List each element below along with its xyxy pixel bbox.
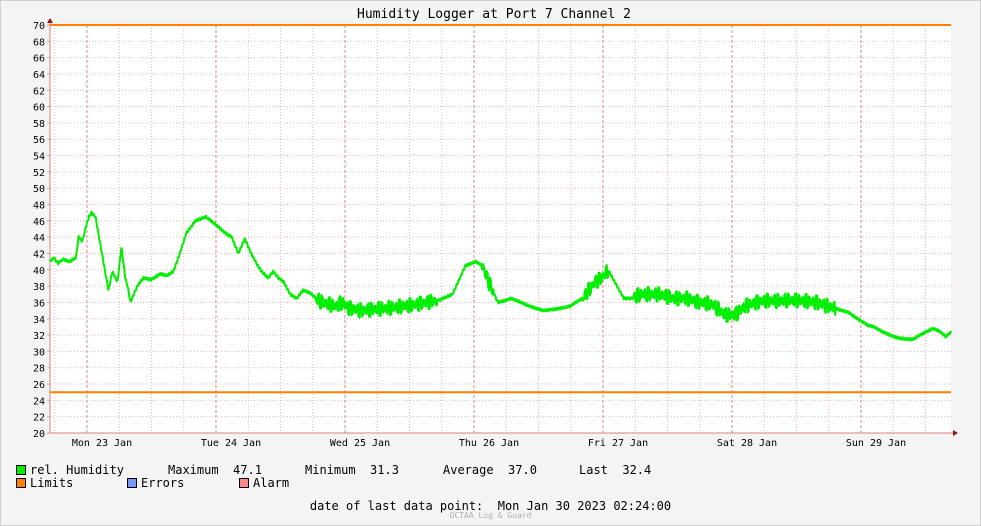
x-tick-label: Sat 28 Jan — [717, 438, 777, 449]
plot-area — [50, 25, 951, 433]
stat-maximum: Maximum 47.1 — [168, 463, 262, 477]
credit-text: OCTAA Log & Guard — [449, 511, 532, 520]
y-tick-label: 44 — [33, 233, 45, 244]
minimum-label: Minimum — [305, 463, 356, 477]
x-axis-arrow — [953, 430, 958, 436]
y-tick-label: 58 — [33, 119, 45, 130]
x-tick-label: Mon 23 Jan — [72, 438, 132, 449]
minimum-value: 31.3 — [370, 463, 399, 477]
y-tick-label: 64 — [33, 70, 45, 81]
chart-title: Humidity Logger at Port 7 Channel 2 — [357, 7, 631, 22]
y-tick-label: 54 — [33, 152, 45, 163]
y-tick-label: 28 — [33, 364, 45, 375]
maximum-label: Maximum — [168, 463, 219, 477]
y-tick-label: 52 — [33, 168, 45, 179]
last-data-point-label: date of last data point: — [309, 499, 484, 513]
x-tick-label: Tue 24 Jan — [201, 438, 261, 449]
legend-errors: Errors — [127, 476, 184, 490]
last-data-point-value: Mon Jan 30 2023 02:24:00 — [497, 499, 672, 513]
y-tick-label: 22 — [33, 413, 45, 424]
y-tick-label: 20 — [33, 429, 45, 440]
y-tick-label: 62 — [33, 86, 45, 97]
last-data-point: date of last data point: Mon Jan 30 2023… — [0, 499, 981, 513]
x-tick-label: Wed 25 Jan — [330, 438, 390, 449]
humidity-swatch — [16, 465, 26, 475]
x-tick-label: Sun 29 Jan — [846, 438, 906, 449]
y-tick-label: 32 — [33, 331, 45, 342]
y-tick-label: 40 — [33, 266, 45, 277]
y-tick-label: 56 — [33, 135, 45, 146]
y-axis-arrow — [47, 18, 53, 23]
last-label: Last — [579, 463, 608, 477]
y-tick-label: 50 — [33, 184, 45, 195]
average-value: 37.0 — [508, 463, 537, 477]
legend-limits: Limits — [16, 476, 73, 490]
y-tick-label: 34 — [33, 315, 45, 326]
y-tick-label: 36 — [33, 298, 45, 309]
y-tick-label: 70 — [33, 21, 45, 32]
y-tick-label: 66 — [33, 54, 45, 65]
y-tick-label: 30 — [33, 347, 45, 358]
x-tick-label: Thu 26 Jan — [459, 438, 519, 449]
y-tick-label: 26 — [33, 380, 45, 391]
average-label: Average — [443, 463, 494, 477]
stat-average: Average 37.0 — [443, 463, 537, 477]
legend-humidity: rel. Humidity — [16, 463, 124, 477]
errors-swatch — [127, 478, 137, 488]
maximum-value: 47.1 — [233, 463, 262, 477]
limits-swatch — [16, 478, 26, 488]
y-tick-label: 68 — [33, 37, 45, 48]
y-tick-label: 24 — [33, 396, 45, 407]
y-tick-label: 48 — [33, 201, 45, 212]
y-tick-label: 60 — [33, 103, 45, 114]
last-value: 32.4 — [622, 463, 652, 477]
legend-errors-label: Errors — [141, 476, 185, 490]
y-tick-label: 46 — [33, 217, 45, 228]
x-tick-label: Fri 27 Jan — [588, 438, 648, 449]
stat-minimum: Minimum 31.3 — [305, 463, 399, 477]
legend-humidity-label: rel. Humidity — [30, 463, 124, 477]
series-line-humidity — [49, 210, 952, 342]
y-tick-label: 38 — [33, 282, 45, 293]
y-tick-label: 42 — [33, 249, 45, 260]
legend-limits-label: Limits — [30, 476, 74, 490]
legend-alarm: Alarm — [239, 476, 289, 490]
alarm-swatch — [239, 478, 249, 488]
legend-alarm-label: Alarm — [253, 476, 290, 490]
stat-last: Last 32.4 — [579, 463, 651, 477]
